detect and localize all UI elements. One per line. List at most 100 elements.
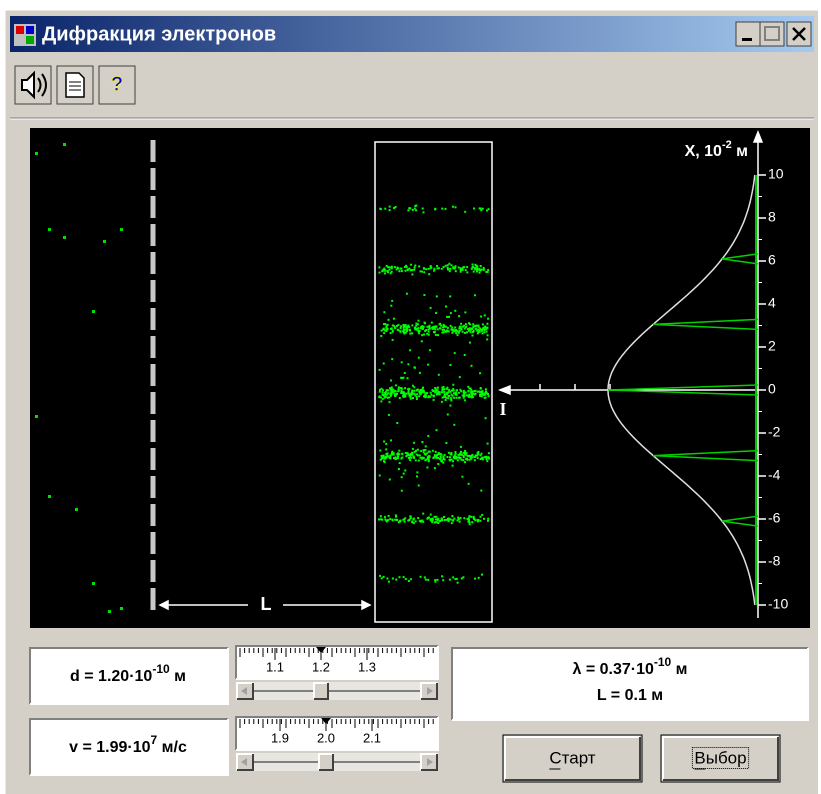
hit (453, 396, 456, 399)
hit (420, 326, 423, 328)
hit (466, 331, 468, 334)
hit (428, 325, 431, 328)
hit (451, 326, 454, 329)
hit (394, 458, 397, 461)
hit (411, 521, 414, 524)
hit (402, 576, 405, 579)
hit (383, 461, 386, 464)
hit (441, 459, 443, 462)
hit (384, 395, 387, 398)
hit (442, 323, 445, 326)
scale-label: 2.1 (363, 730, 381, 745)
hit (458, 457, 461, 460)
hit (485, 458, 488, 461)
hit (466, 328, 469, 331)
hit (444, 394, 447, 397)
hit (391, 324, 394, 327)
hit (384, 518, 387, 521)
button-label[interactable]: Старт (549, 748, 595, 767)
hit (429, 265, 432, 267)
hit (420, 450, 423, 453)
scroll-thumb[interactable] (319, 754, 333, 770)
hit (429, 306, 432, 309)
hit (425, 329, 428, 331)
hit (456, 519, 459, 522)
hit (470, 364, 473, 367)
hit (421, 207, 424, 210)
hit (407, 519, 410, 522)
hit (437, 522, 440, 524)
maximize-button[interactable] (759, 21, 785, 47)
hit (487, 452, 490, 455)
hit (385, 264, 388, 267)
hit (418, 520, 421, 523)
minimize-button[interactable] (735, 21, 761, 47)
hit (467, 390, 470, 393)
hit (380, 329, 383, 332)
hit (411, 453, 414, 456)
hit (382, 362, 385, 365)
hit (426, 456, 429, 459)
hit (454, 330, 457, 333)
bevel (420, 753, 437, 770)
peak (722, 515, 759, 527)
hit (434, 521, 436, 524)
hit (452, 389, 454, 392)
hit (441, 207, 444, 210)
hit (408, 453, 411, 456)
hit (422, 512, 425, 515)
hit (454, 206, 457, 209)
hit (424, 449, 427, 451)
hit (422, 325, 425, 328)
hit (395, 578, 398, 581)
window-buttons[interactable] (735, 21, 812, 47)
hit (437, 267, 440, 270)
hit (398, 449, 401, 452)
hit (435, 325, 437, 328)
hit (449, 518, 452, 521)
hit (386, 577, 389, 580)
hit (434, 391, 437, 394)
hit (389, 272, 392, 275)
hit (408, 394, 411, 397)
hit (384, 272, 386, 275)
hit (423, 391, 426, 394)
hit (386, 270, 389, 273)
hit (410, 392, 413, 394)
hit (480, 489, 483, 492)
hit (387, 455, 390, 458)
button[interactable] (663, 737, 778, 780)
bevel (236, 717, 439, 751)
button[interactable] (505, 737, 640, 780)
hit (379, 515, 382, 518)
pointer (321, 718, 331, 724)
hit (473, 207, 476, 210)
hit (437, 456, 440, 459)
tick-label: 2 (768, 338, 776, 354)
hit (378, 474, 381, 477)
hit (381, 270, 384, 273)
scroll-thumb[interactable] (314, 683, 328, 699)
help-button[interactable] (98, 65, 136, 105)
hit (469, 395, 472, 398)
hit (450, 328, 453, 331)
hit (399, 330, 402, 333)
hit (422, 451, 425, 454)
hit (427, 578, 430, 581)
hit (400, 392, 403, 394)
hit (432, 457, 435, 459)
hit (406, 328, 409, 331)
hit (472, 265, 475, 268)
hit (467, 518, 470, 521)
hit (426, 332, 429, 335)
hit (483, 328, 486, 331)
hit (387, 514, 390, 517)
hit (468, 396, 471, 399)
button-label[interactable]: Выбор (694, 748, 746, 767)
hit (464, 331, 466, 334)
info-box (452, 648, 808, 720)
hit (433, 467, 436, 470)
hit (454, 578, 457, 581)
text-part: м (671, 661, 687, 678)
hit (388, 396, 391, 399)
